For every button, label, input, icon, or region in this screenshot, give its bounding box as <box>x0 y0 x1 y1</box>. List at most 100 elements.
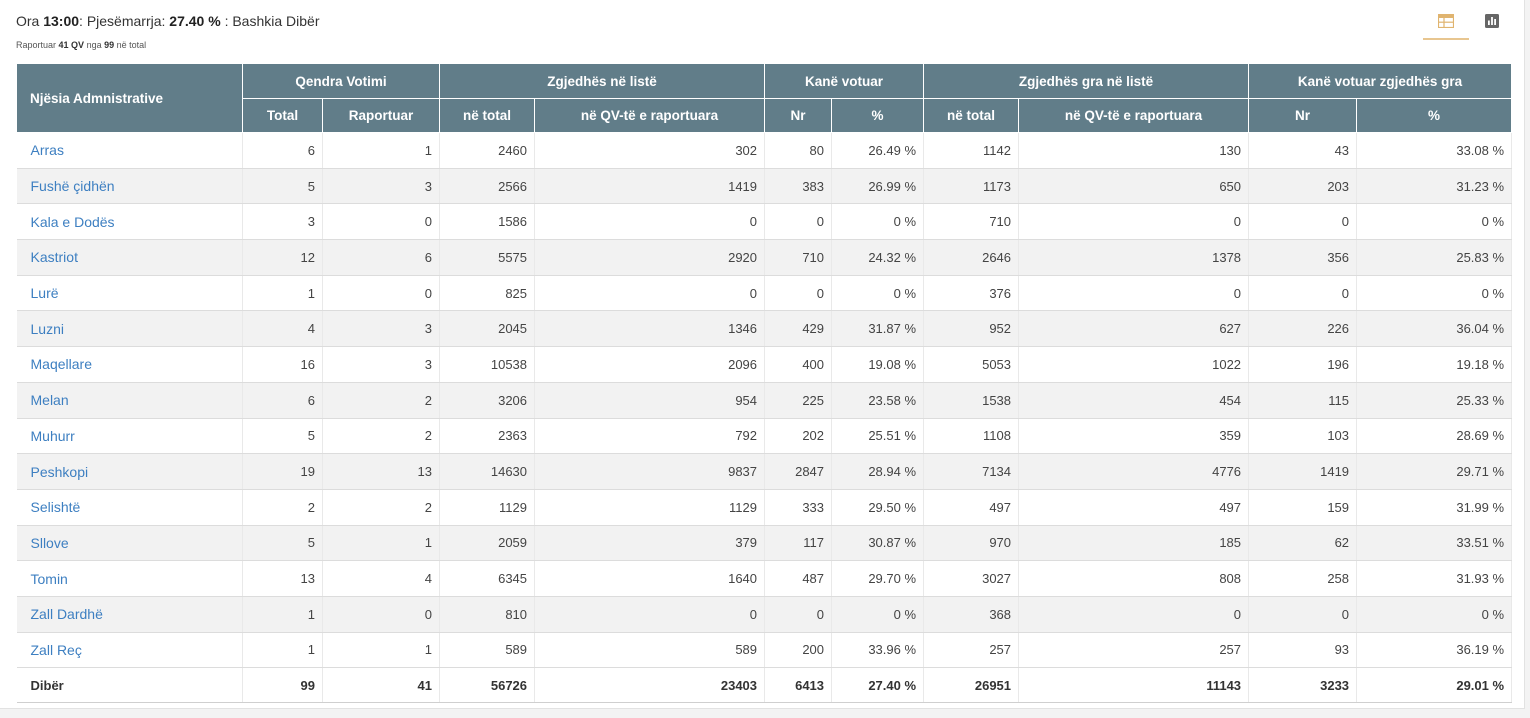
value-cell: 589 <box>534 632 766 669</box>
value-cell: 4 <box>322 560 441 597</box>
value-cell: 202 <box>764 418 833 455</box>
value-cell: 26.99 % <box>831 168 925 205</box>
value-cell: 23.58 % <box>831 382 925 419</box>
value-cell: 257 <box>1018 632 1250 669</box>
value-cell: 0 <box>322 275 441 312</box>
col-header-5[interactable]: Nr <box>764 98 833 133</box>
unit-link[interactable]: Kala e Dodës <box>30 213 115 230</box>
col-header-10[interactable]: % <box>1356 98 1513 133</box>
value-cell: 26.49 % <box>831 132 925 169</box>
value-cell: 952 <box>923 310 1020 348</box>
value-cell: 650 <box>1018 168 1250 205</box>
unit-link[interactable]: Zall Reç <box>30 641 82 658</box>
value-cell: 0 <box>764 275 833 312</box>
value-cell: 12 <box>242 239 323 276</box>
col-header-unit[interactable]: Njësia Admnistrative <box>16 63 243 133</box>
unit-cell: Kastriot <box>16 239 243 276</box>
value-cell: 29.71 % <box>1356 453 1513 490</box>
unit-link[interactable]: Maqellare <box>30 356 92 373</box>
unit-cell: Muhurr <box>16 418 243 455</box>
col-header-1[interactable]: Total <box>242 98 323 133</box>
value-cell: 24.32 % <box>831 239 925 276</box>
unit-link[interactable]: Peshkopi <box>30 463 89 480</box>
value-cell: 0 <box>764 203 833 241</box>
value-cell: 43 <box>1248 132 1358 169</box>
value-cell: 1346 <box>534 310 766 348</box>
unit-link[interactable]: Fushë çidhën <box>30 178 115 195</box>
participation-value: 27.40 % <box>169 13 221 29</box>
value-cell: 368 <box>923 596 1020 633</box>
total-value-cell: 26951 <box>923 667 1020 704</box>
value-cell: 1640 <box>534 560 766 597</box>
reported-summary: Raportuar 41 QV nga 99 në total <box>16 40 146 50</box>
value-cell: 1 <box>322 632 441 669</box>
unit-link[interactable]: Zall Dardhë <box>30 606 103 623</box>
value-cell: 5 <box>242 525 323 562</box>
table-row: Melan 6 2 3206 954 225 23.58 % 1538 454 115 25.33 … <box>16 382 1513 419</box>
total-value-cell: 41 <box>322 667 441 704</box>
group-header-women-voters: Zgjedhës gra në listë <box>923 63 1250 99</box>
unit-link[interactable]: Luzni <box>30 320 64 337</box>
table-row: Selishtë 2 2 1129 1129 333 29.50 % 497 497 159 31.… <box>16 489 1513 526</box>
unit-link[interactable]: Lurë <box>30 285 59 302</box>
col-header-4[interactable]: në QV-të e raportuara <box>534 98 766 133</box>
col-header-9[interactable]: Nr <box>1248 98 1358 133</box>
value-cell: 1129 <box>534 489 766 526</box>
value-cell: 2 <box>242 489 323 526</box>
value-cell: 359 <box>1018 418 1250 455</box>
participation-header: Ora 13:00: Pjesëmarrja: 27.40 % : Bashki… <box>16 13 320 29</box>
chart-view-tab[interactable] <box>1469 4 1515 38</box>
unit-cell: Arras <box>16 132 243 169</box>
value-cell: 379 <box>534 525 766 562</box>
value-cell: 356 <box>1248 239 1358 276</box>
value-cell: 25.51 % <box>831 418 925 455</box>
unit-link[interactable]: Tomin <box>30 570 68 587</box>
value-cell: 333 <box>764 489 833 526</box>
unit-link[interactable]: Selishtë <box>30 499 81 516</box>
value-cell: 0 % <box>831 203 925 241</box>
view-switcher <box>1423 4 1519 40</box>
value-cell: 5 <box>242 418 323 455</box>
value-cell: 196 <box>1248 346 1358 383</box>
value-cell: 31.87 % <box>831 310 925 348</box>
value-cell: 6 <box>242 132 323 169</box>
value-cell: 5053 <box>923 346 1020 383</box>
value-cell: 36.04 % <box>1356 310 1513 348</box>
value-cell: 159 <box>1248 489 1358 526</box>
value-cell: 0 <box>764 596 833 633</box>
value-cell: 1378 <box>1018 239 1250 276</box>
total-value-cell: 99 <box>242 667 323 704</box>
value-cell: 80 <box>764 132 833 169</box>
time-label: Ora <box>16 13 40 29</box>
value-cell: 0 <box>534 275 766 312</box>
col-header-6[interactable]: % <box>831 98 925 133</box>
value-cell: 0 <box>322 596 441 633</box>
value-cell: 2920 <box>534 239 766 276</box>
col-header-8[interactable]: në QV-të e raportuara <box>1018 98 1250 133</box>
unit-link[interactable]: Muhurr <box>30 427 75 444</box>
bar-chart-icon <box>1485 14 1499 28</box>
value-cell: 1129 <box>439 489 536 526</box>
unit-link[interactable]: Arras <box>30 142 64 159</box>
table-view-tab[interactable] <box>1423 4 1469 40</box>
col-header-7[interactable]: në total <box>923 98 1020 133</box>
col-header-2[interactable]: Raportuar <box>321 98 441 133</box>
value-cell: 31.23 % <box>1356 168 1513 205</box>
reported-suffix: në total <box>116 40 147 50</box>
value-cell: 400 <box>764 346 833 383</box>
value-cell: 0 <box>1248 596 1358 633</box>
value-cell: 1538 <box>923 382 1020 419</box>
table-row: Arras 6 1 2460 302 80 26.49 % 1142 130 43 33.08 % <box>16 132 1513 169</box>
col-header-3[interactable]: në total <box>439 98 536 133</box>
value-cell: 19 <box>242 453 323 490</box>
unit-link[interactable]: Melan <box>30 392 69 409</box>
value-cell: 225 <box>764 382 833 419</box>
value-cell: 2 <box>322 418 441 455</box>
value-cell: 33.51 % <box>1356 525 1513 562</box>
unit-link[interactable]: Kastriot <box>30 249 78 266</box>
value-cell: 6 <box>322 239 441 276</box>
value-cell: 13 <box>322 453 441 490</box>
value-cell: 1 <box>322 525 441 562</box>
unit-cell: Luzni <box>16 310 243 348</box>
unit-link[interactable]: Sllove <box>30 534 69 551</box>
